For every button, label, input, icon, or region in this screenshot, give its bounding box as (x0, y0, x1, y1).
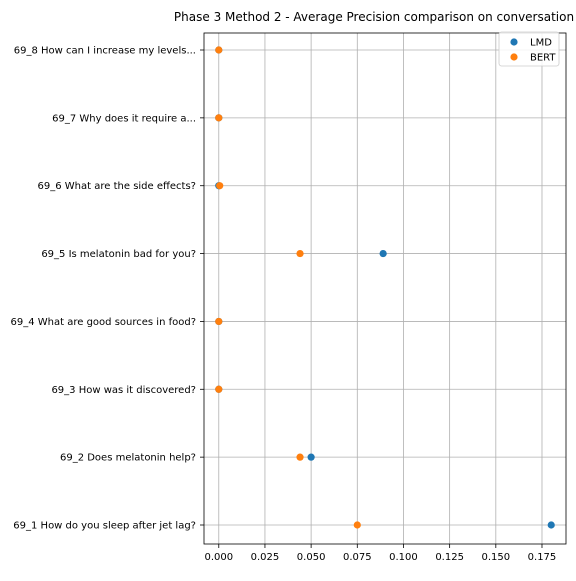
x-tick-label: 0.100 (389, 552, 418, 563)
point-lmd (547, 521, 555, 529)
y-tick-label: 69_8 How can I increase my levels... (14, 46, 196, 57)
data-points (215, 46, 555, 529)
y-tick-label: 69_2 Does melatonin help? (60, 453, 196, 464)
axes: 0.000 0.025 0.050 0.075 0.100 0.125 0.150 0.175… (11, 32, 567, 563)
y-tick-label: 69_1 How do you sleep after jet lag? (13, 521, 196, 532)
x-tick-label: 0.150 (481, 552, 510, 563)
y-tick-label: 69_6 What are the side effects? (38, 181, 196, 192)
legend-label: LMD (530, 38, 552, 49)
point-lmd (307, 453, 315, 461)
x-tick-label: 0.025 (251, 552, 280, 563)
x-tick-label: 0.050 (297, 552, 326, 563)
x-tick-label: 0.125 (435, 552, 464, 563)
legend-marker-bert (510, 53, 518, 61)
point-bert (353, 521, 361, 529)
x-tick-label: 0.175 (528, 552, 557, 563)
y-tick-label: 69_4 What are good sources in food? (11, 317, 196, 328)
legend-marker-lmd (510, 38, 518, 46)
x-tick-label: 0.000 (204, 552, 233, 563)
point-bert (215, 114, 223, 122)
chart-title: Phase 3 Method 2 - Average Precision com… (174, 10, 574, 24)
point-bert (296, 249, 304, 258)
point-bert (296, 453, 304, 461)
legend: LMD BERT (498, 31, 560, 67)
legend-label: BERT (530, 53, 556, 64)
y-tick-label: 69_3 How was it discovered? (51, 385, 196, 396)
point-lmd (379, 249, 387, 258)
point-bert (215, 385, 223, 393)
y-tick-label: 69_5 Is melatonin bad for you? (41, 249, 196, 260)
x-tick-label: 0.075 (343, 552, 372, 563)
point-bert (216, 182, 224, 190)
y-tick-label: 69_7 Why does it require a... (52, 113, 196, 124)
plot-frame (203, 32, 567, 545)
point-bert (215, 317, 223, 326)
point-bert (215, 46, 223, 54)
